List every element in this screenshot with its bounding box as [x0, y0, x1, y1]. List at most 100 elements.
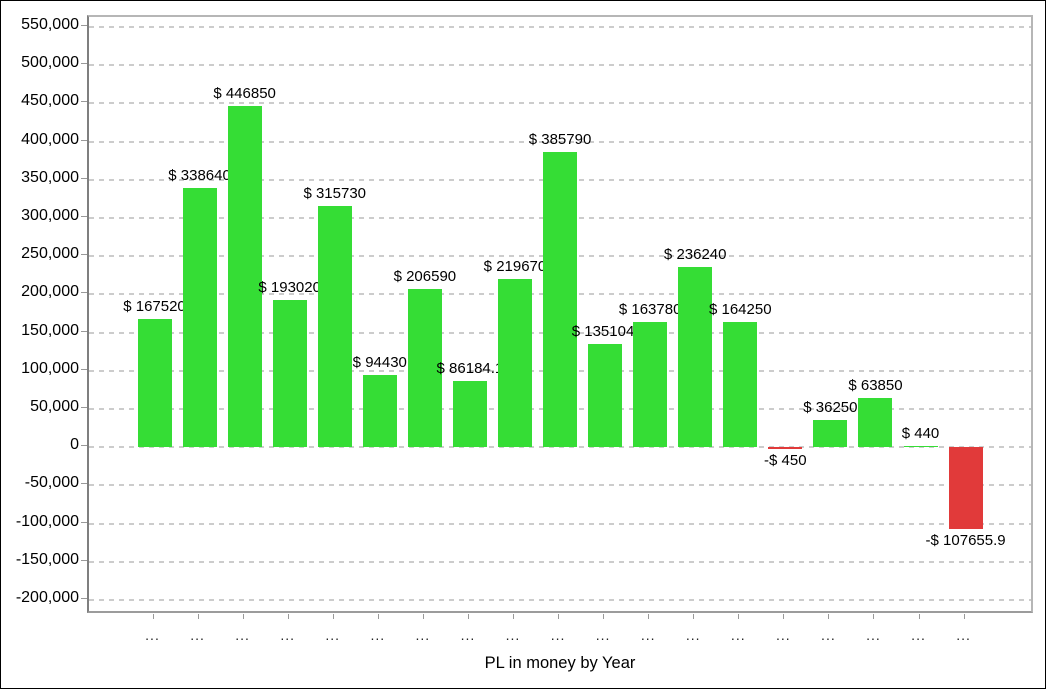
x-axis-tick-label: ... — [685, 627, 701, 643]
y-axis-tick-mark — [81, 330, 87, 332]
y-axis-tick-mark — [81, 63, 87, 65]
bar — [452, 381, 487, 448]
bar-value-label: $ 440 — [901, 424, 940, 442]
bar — [227, 105, 262, 448]
x-axis-tick-mark — [197, 614, 199, 619]
x-axis-tick-mark — [152, 614, 154, 619]
bar — [948, 447, 983, 530]
x-axis-tick-label: ... — [325, 627, 341, 643]
gridline — [89, 599, 1031, 601]
bar-value-label: $ 385790 — [528, 131, 592, 149]
y-axis-tick-label: 50,000 — [30, 398, 79, 415]
bar — [182, 188, 217, 448]
gridline — [89, 102, 1031, 105]
x-axis-tick-mark — [873, 614, 875, 619]
x-axis-title: PL in money by Year — [484, 654, 636, 672]
x-axis-tick-mark — [918, 614, 920, 619]
bar-value-label: $ 193020 — [258, 278, 321, 296]
x-axis-tick-label: ... — [415, 627, 431, 643]
x-axis-tick-mark — [512, 614, 514, 619]
y-axis-tick-label: 500,000 — [21, 54, 79, 72]
x-axis-tick-mark — [558, 614, 560, 619]
bar — [407, 289, 442, 448]
x-axis-tick-label: ... — [866, 627, 881, 643]
y-axis-tick-mark — [81, 521, 87, 523]
x-axis-tick-label: ... — [550, 627, 566, 643]
gridline — [89, 446, 1031, 449]
x-axis-tick-mark — [738, 614, 740, 619]
x-axis-tick-label: ... — [145, 627, 160, 643]
bar-value-label: $ 94430 — [352, 354, 407, 372]
bar — [137, 319, 172, 448]
x-axis-tick-label: ... — [775, 627, 791, 643]
x-axis-tick-label: ... — [821, 627, 836, 643]
bar — [813, 419, 848, 448]
y-axis-tick-mark — [81, 254, 87, 256]
bar-value-label: $ 164250 — [708, 300, 772, 318]
x-axis-tick-label: ... — [505, 627, 521, 643]
y-axis-tick-mark — [81, 177, 87, 179]
y-axis-tick-label: 300,000 — [21, 207, 79, 224]
bar — [858, 398, 893, 448]
gridline — [89, 26, 1031, 28]
y-axis-tick-label: -50,000 — [24, 474, 79, 492]
x-axis-tick-mark — [377, 614, 379, 619]
x-axis-tick-label: ... — [370, 627, 386, 643]
bar-value-label: $ 206590 — [393, 268, 457, 286]
x-axis-tick-label: ... — [640, 627, 656, 643]
y-axis-tick-label: 550,000 — [21, 16, 79, 33]
y-axis-tick-mark — [81, 445, 87, 447]
bar-value-label: $ 86184.1 — [436, 360, 504, 378]
x-axis-tick-label: ... — [730, 627, 746, 643]
y-axis-tick-label: 200,000 — [21, 283, 79, 301]
gridline — [89, 64, 1031, 67]
bar — [723, 321, 758, 448]
bar-value-label: $ 167520 — [123, 298, 186, 316]
x-axis-tick-label: ... — [280, 627, 296, 643]
bar-value-label: $ 36250 — [803, 398, 858, 416]
x-axis-tick-label: ... — [595, 627, 611, 643]
x-axis-tick-label: ... — [190, 627, 205, 643]
x-axis-tick-mark — [963, 614, 965, 619]
y-axis-tick-mark — [81, 559, 87, 561]
x-axis-tick-mark — [242, 614, 244, 619]
y-axis-tick-label: 100,000 — [21, 359, 79, 377]
y-axis-tick-mark — [81, 368, 87, 370]
bar — [497, 279, 532, 448]
bar-value-label: $ 446850 — [213, 84, 276, 102]
y-axis-tick-label: -100,000 — [15, 512, 79, 530]
x-axis-tick-mark — [422, 614, 424, 619]
bar-value-label: $ 135104. — [571, 322, 639, 340]
bar — [678, 266, 713, 448]
x-axis-tick-mark — [603, 614, 605, 619]
y-axis-tick-mark — [81, 101, 87, 103]
y-axis-tick-mark — [81, 25, 87, 26]
bar-value-label: $ 219670 — [483, 258, 547, 276]
x-axis-tick-mark — [648, 614, 650, 619]
bar — [903, 445, 938, 448]
y-axis-tick-mark — [81, 216, 87, 217]
y-axis-tick-mark — [81, 292, 87, 294]
y-axis-tick-mark — [81, 407, 87, 408]
y-axis-tick-mark — [81, 483, 87, 485]
bar — [272, 299, 307, 448]
bar — [543, 152, 578, 448]
gridline — [89, 484, 1031, 487]
y-axis-tick-mark — [81, 598, 87, 599]
bar — [588, 343, 623, 448]
bar — [768, 447, 803, 449]
bar — [633, 322, 668, 448]
x-axis-tick-mark — [467, 614, 469, 619]
x-axis-tick-label: ... — [460, 627, 476, 643]
bar-value-label: $ 163780 — [618, 301, 682, 319]
y-axis-tick-label: -200,000 — [15, 589, 79, 606]
y-axis-tick-label: 450,000 — [21, 92, 79, 110]
bar — [317, 205, 352, 448]
x-axis-tick-mark — [693, 614, 695, 619]
gridline — [89, 560, 1031, 563]
x-axis-tick-label: ... — [235, 627, 250, 643]
y-axis-tick-label: 150,000 — [21, 321, 79, 339]
y-axis-tick-label: 400,000 — [21, 130, 79, 148]
y-axis-tick-label: 250,000 — [21, 245, 79, 263]
bar-value-label: $ 338640 — [168, 167, 231, 185]
